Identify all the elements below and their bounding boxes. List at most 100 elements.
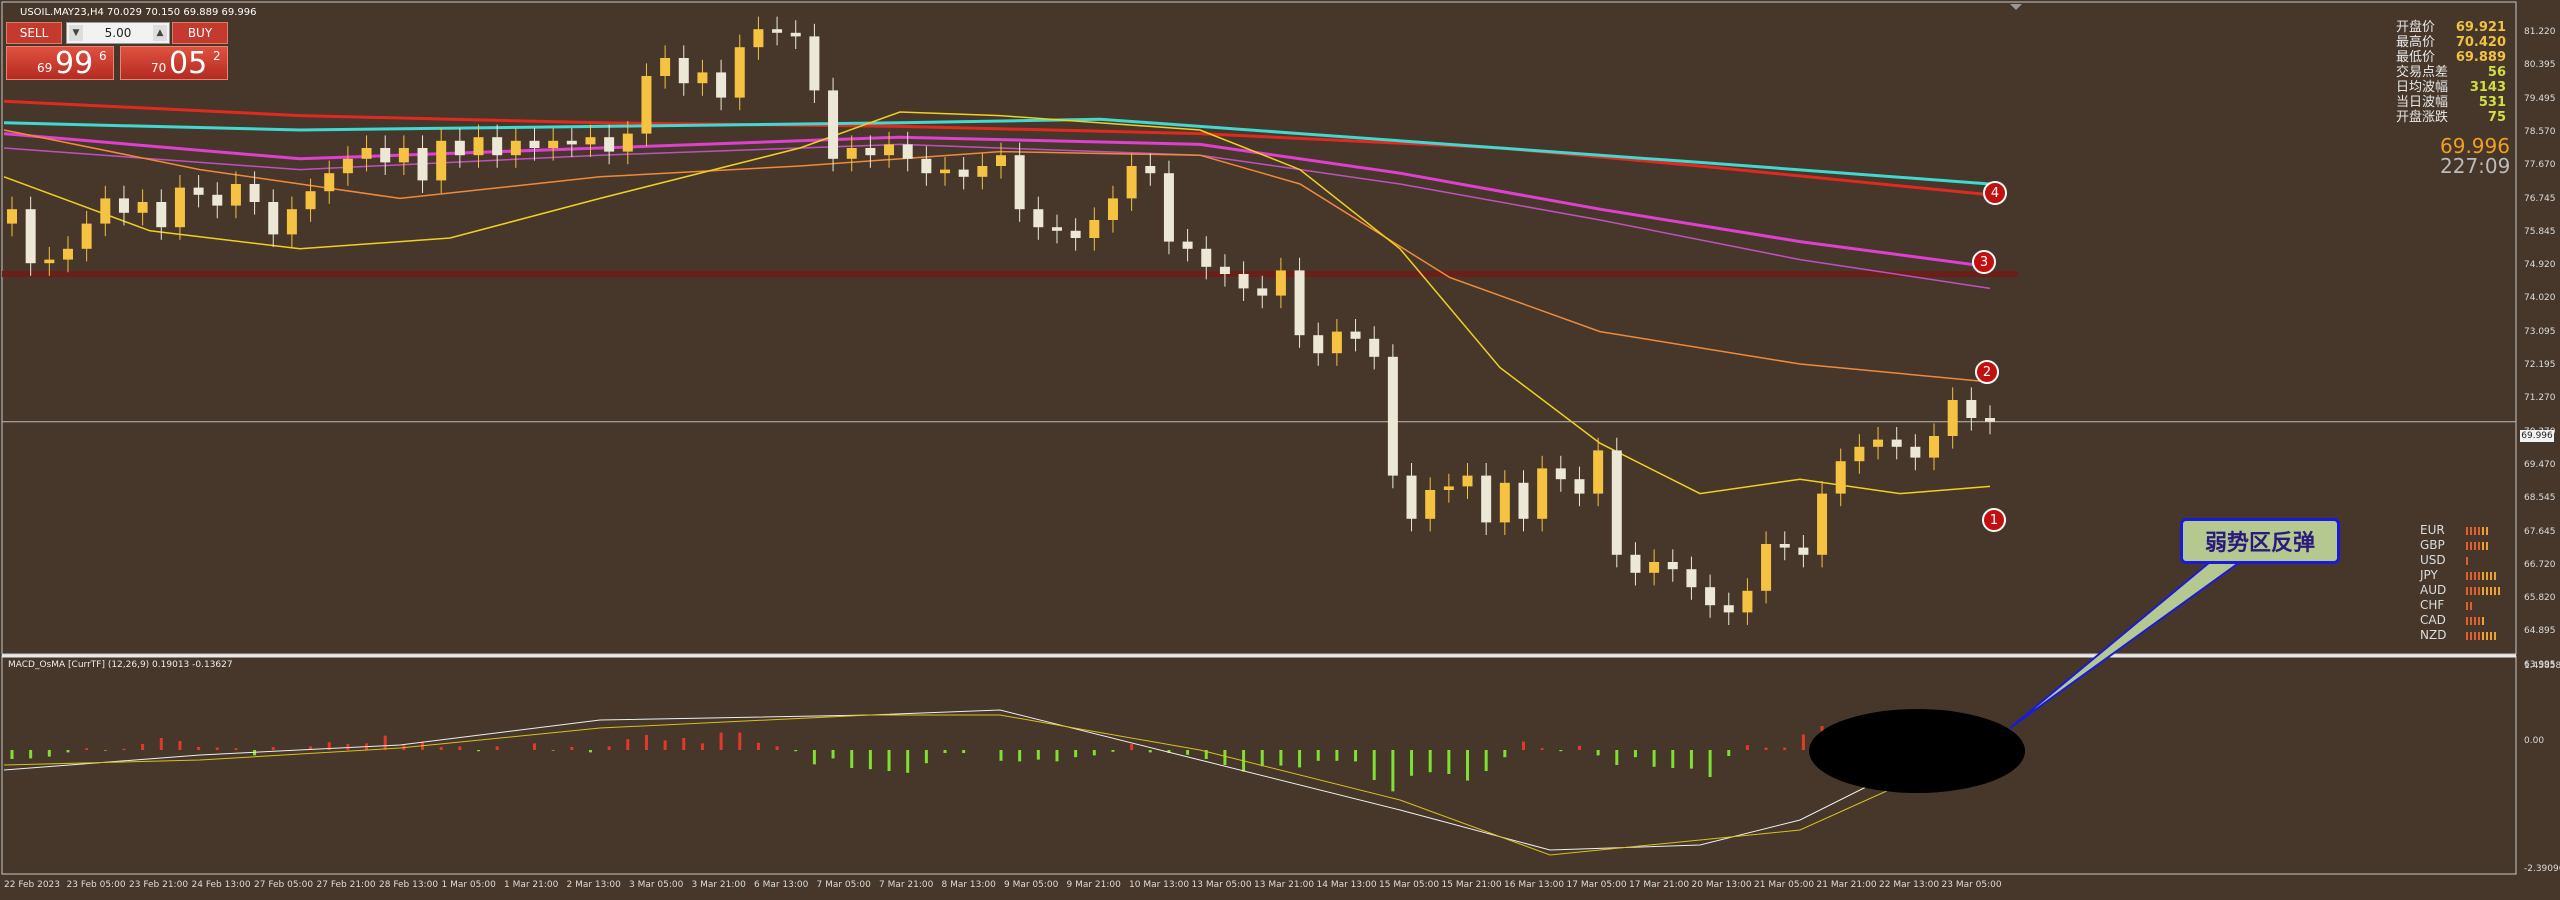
currency-row: CHF — [2420, 598, 2502, 613]
lot-size-input[interactable]: ▼ 5.00 ▲ — [66, 22, 170, 44]
time-axis-label: 1 Mar 05:00 — [441, 880, 496, 890]
candle-body — [641, 76, 652, 134]
macd-histogram-bar — [383, 735, 387, 750]
macd-histogram-bar — [346, 744, 350, 750]
time-axis-label: 27 Feb 21:00 — [316, 880, 376, 890]
sell-price[interactable]: 69 99 6 — [6, 46, 114, 81]
buy-button[interactable]: BUY — [172, 22, 228, 44]
macd-histogram-bar — [682, 738, 686, 750]
marker-1: 1 — [1982, 508, 2006, 532]
macd-histogram-bar — [1615, 750, 1619, 765]
info-label: 交易点差 — [2396, 65, 2449, 80]
strength-bar — [2474, 571, 2476, 580]
lot-increase-icon[interactable]: ▲ — [153, 25, 167, 41]
info-row: 当日波幅 531 — [2320, 95, 2506, 110]
time-axis-label: 23 Feb 05:00 — [66, 880, 126, 890]
lot-decrease-icon[interactable]: ▼ — [69, 25, 83, 41]
info-label: 最低价 — [2396, 50, 2436, 65]
info-value: 69.889 — [2455, 50, 2506, 65]
ma-red-line — [3, 99, 1991, 197]
macd-histogram-bar — [1559, 750, 1563, 752]
buy-price-prefix: 70 — [151, 61, 167, 75]
candle-body — [473, 137, 484, 156]
info-row: 最低价 69.889 — [2320, 50, 2506, 65]
candle-body — [81, 223, 92, 249]
time-axis-label: 2 Mar 13:00 — [566, 880, 621, 890]
ma-magenta-line — [3, 132, 1991, 269]
candle-body — [230, 184, 241, 206]
candle-body — [1369, 338, 1380, 357]
strength-bar — [2490, 571, 2492, 580]
candle-body — [1873, 439, 1884, 447]
candle-body — [1406, 475, 1417, 519]
macd-histogram-bar — [1727, 750, 1731, 756]
candle-body — [1145, 166, 1156, 174]
strength-bar — [2478, 616, 2480, 625]
candle-body — [1947, 400, 1958, 436]
macd-histogram-bar — [1055, 750, 1059, 762]
candle-body — [1929, 436, 1940, 458]
candle-body — [1742, 590, 1753, 613]
candle-body — [174, 187, 185, 228]
macd-histogram-bar — [962, 750, 966, 753]
strength-bar — [2490, 586, 2492, 595]
buy-price-pip: 2 — [213, 49, 221, 63]
price-axis-label: 71.270 — [2524, 393, 2556, 404]
macd-histogram-bar — [1652, 750, 1656, 767]
macd-histogram-bar — [1447, 750, 1451, 774]
candle-body — [249, 184, 260, 202]
macd-histogram-bar — [327, 742, 331, 750]
price-axis-label: 79.495 — [2524, 93, 2556, 104]
price-axis-label: 65.820 — [2524, 593, 2556, 604]
macd-histogram-bar — [1354, 750, 1358, 762]
strength-bar — [2482, 526, 2484, 535]
macd-histogram-bar — [1428, 750, 1432, 773]
currency-row: AUD — [2420, 583, 2502, 598]
strength-bar — [2470, 526, 2472, 535]
macd-histogram-bar — [850, 750, 854, 768]
currency-strength-panel: EUR GBP USD JPY AUD CHF CAD NZD — [2420, 523, 2502, 643]
macd-histogram-bar — [1204, 750, 1208, 759]
sell-button[interactable]: SELL — [6, 22, 62, 44]
macd-histogram-bar — [756, 742, 760, 750]
info-label: 当日波幅 — [2396, 95, 2449, 110]
macd-histogram-bar — [1577, 745, 1581, 750]
time-axis-label: 16 Mar 13:00 — [1504, 880, 1565, 890]
price-axis-label: 66.720 — [2524, 559, 2556, 570]
candle-body — [660, 58, 671, 76]
macd-histogram-bar — [178, 741, 182, 750]
candle-body — [1163, 173, 1174, 242]
candle-body — [1798, 547, 1809, 555]
buy-price[interactable]: 70 05 2 — [120, 46, 228, 81]
macd-histogram-bar — [1316, 750, 1320, 761]
strength-bar — [2470, 601, 2472, 610]
time-axis-label: 15 Mar 21:00 — [1441, 880, 1502, 890]
time-axis-label: 17 Mar 21:00 — [1629, 880, 1690, 890]
time-axis-label: 7 Mar 21:00 — [879, 880, 934, 890]
time-axis-label: 22 Mar 13:00 — [1879, 880, 1940, 890]
strength-bar — [2470, 631, 2472, 640]
buy-price-main: 05 — [169, 46, 208, 81]
macd-histogram-bar — [626, 739, 630, 750]
sell-price-pip: 6 — [99, 49, 107, 63]
candle-body — [1201, 248, 1212, 267]
strength-bar — [2478, 541, 2480, 550]
time-axis-label: 15 Mar 05:00 — [1379, 880, 1440, 890]
macd-histogram-bar — [794, 750, 798, 752]
macd-histogram-bar — [1111, 750, 1115, 752]
candle-body — [1630, 554, 1641, 573]
macd-histogram-bar — [1223, 750, 1227, 765]
info-label: 日均波幅 — [2396, 80, 2449, 95]
strength-bar — [2478, 586, 2480, 595]
sell-price-prefix: 69 — [37, 61, 53, 75]
time-axis-label: 14 Mar 13:00 — [1316, 880, 1377, 890]
macd-histogram-bar — [85, 748, 89, 750]
strength-bar — [2470, 586, 2472, 595]
time-axis-label: 6 Mar 13:00 — [754, 880, 809, 890]
macd-main-line — [3, 709, 1991, 851]
macd-histogram-bar — [1764, 747, 1768, 750]
macd-histogram-bar — [570, 747, 574, 750]
currency-name: NZD — [2420, 628, 2447, 642]
candle-body — [44, 259, 55, 264]
